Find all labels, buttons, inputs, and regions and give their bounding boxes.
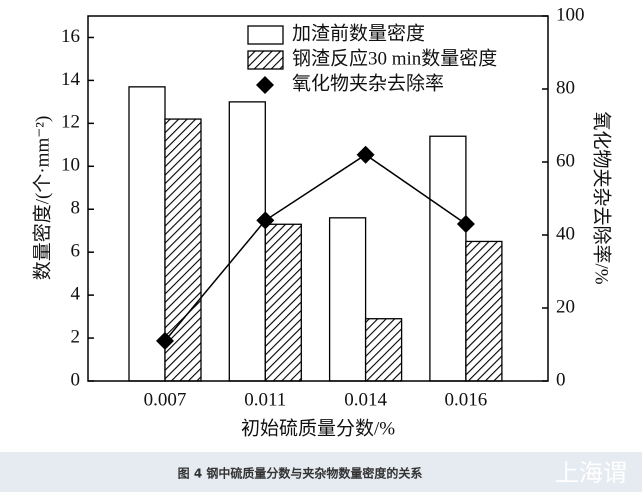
x-tick-label: 0.016: [445, 389, 488, 410]
bar: [429, 135, 467, 382]
marker: [256, 211, 275, 230]
x-tick-label: 0.007: [144, 389, 187, 410]
marker: [156, 331, 174, 350]
y-tick-label: 4: [71, 283, 81, 304]
y-tick-label: 8: [71, 198, 81, 219]
bar: [364, 318, 403, 382]
y2-tick-label: 80: [556, 77, 575, 98]
legend-label: 氧化物夹杂去除率: [292, 72, 444, 94]
y-tick-label: 10: [61, 155, 80, 176]
y2-tick-label: 0: [556, 369, 566, 390]
y2-tick-label: 40: [556, 223, 575, 244]
x-tick-label: 0.011: [244, 389, 286, 410]
legend-label: 加渣前数量密度: [292, 22, 425, 44]
bar: [164, 118, 202, 382]
bar: [328, 217, 367, 382]
y-tick-label: 16: [61, 26, 80, 47]
y-axis-label: 数量密度/(个·mm⁻²): [31, 116, 53, 281]
bar: [264, 223, 302, 382]
x-tick-label: 0.014: [344, 389, 387, 410]
y-tick-label: 2: [71, 326, 81, 347]
legend-swatch: [256, 76, 274, 94]
y2-tick-label: 60: [556, 150, 575, 171]
y-tick-label: 6: [71, 241, 81, 262]
bar: [128, 86, 166, 382]
y-tick-label: 0: [71, 369, 81, 390]
bar: [465, 240, 503, 382]
y2-tick-label: 20: [556, 296, 575, 317]
caption: 图 4 钢中硫质量分数与夹杂物数量密度的关系: [178, 466, 423, 481]
legend-label: 钢渣反应30 min数量密度: [292, 47, 497, 69]
x-axis-label: 初始硫质量分数/%: [241, 417, 395, 439]
caption-band: [0, 452, 642, 492]
legend-swatch: [247, 25, 284, 45]
y-tick-label: 12: [61, 112, 80, 133]
plot-frame: [87, 15, 549, 382]
marker: [456, 215, 475, 234]
line: [164, 153, 467, 342]
watermark: 上海谓: [555, 459, 627, 487]
y2-axis-label: 氧化物夹杂去除率/%: [591, 111, 613, 284]
y-tick-label: 14: [61, 69, 81, 90]
marker: [356, 145, 375, 164]
y2-tick-label: 100: [556, 4, 585, 25]
legend-swatch: [247, 50, 284, 70]
